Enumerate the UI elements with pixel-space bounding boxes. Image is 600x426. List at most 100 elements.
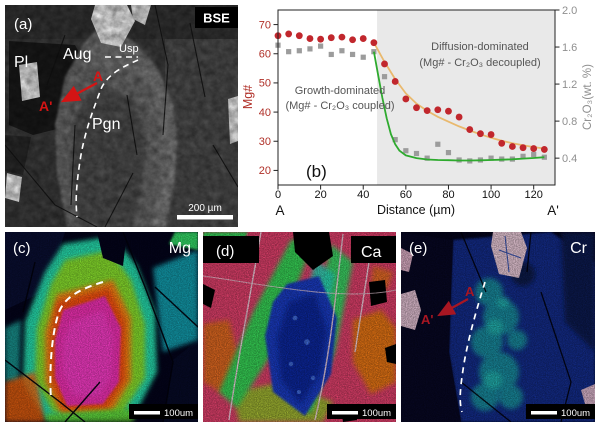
dashed-traverse-line (459, 281, 486, 413)
annotation-growth-line2: (Mg# - Cr₂O₃ coupled) (285, 100, 394, 112)
cr2o3-data-point (286, 49, 292, 55)
bse-badge-box (195, 7, 238, 28)
tick-label: 30 (259, 136, 271, 148)
tick-label: 0.8 (562, 116, 577, 128)
y-axis-label-right: Cr₂O₃(wt. %) (582, 64, 594, 130)
mg-data-point (285, 30, 293, 38)
bse-badge: BSE (203, 11, 230, 26)
cr2o3-data-point (392, 137, 398, 143)
traverse-arrow (60, 81, 98, 103)
traverse-arrow-e (437, 298, 469, 317)
ca-map-labels: (d) Ca 100um (203, 236, 396, 419)
tick-label: 60 (259, 49, 271, 61)
cr2o3-data-point (531, 151, 537, 158)
mineral-label-pgn: Pgn (92, 116, 120, 133)
mg-data-point (327, 34, 335, 42)
profile-start-label: A (275, 203, 284, 218)
panel-e-tag: (e) (409, 240, 427, 257)
cr2o3-data-point (488, 155, 494, 161)
tick-label: 100 (482, 189, 500, 201)
cr2o3-data-point (435, 141, 441, 147)
cr2o3-data-point (339, 48, 345, 54)
mg-data-point (359, 35, 367, 42)
panel-a-bse-image: (a) BSE Pl Aug Usp Pgn A A' 200 µm (4, 4, 239, 228)
mg-map-labels: (c) Mg 100um (13, 240, 198, 419)
cr2o3-data-point (445, 149, 452, 156)
mg-data-point (370, 39, 378, 47)
scale-bar-d (332, 411, 358, 415)
mg-data-point (295, 32, 303, 40)
cr2o3-data-point (360, 54, 366, 60)
annotation-diffusion-line1: Diffusion-dominated (431, 41, 529, 53)
cr2o3-data-point (424, 155, 430, 161)
profile-end-label: A' (547, 203, 559, 218)
tick-label: 60 (400, 189, 412, 201)
mg-data-point (445, 107, 452, 115)
scale-bar-text-c: 100um (164, 408, 193, 419)
mg-data-point (455, 113, 463, 121)
panel-d-tag-box (203, 236, 259, 263)
cr-map-art (401, 231, 595, 423)
cr2o3-data-point (520, 153, 526, 159)
mineral-label-aug: Aug (63, 46, 91, 63)
mg-data-point (402, 95, 410, 103)
tick-label: 40 (259, 107, 271, 119)
element-label-ca-box (351, 236, 396, 263)
tick-label: 20 (259, 165, 271, 177)
traverse-start-label: A (93, 68, 103, 84)
element-label-cr: Cr (570, 240, 588, 257)
bse-art (4, 4, 239, 228)
mg-data-point (508, 143, 516, 150)
mg-data-point (413, 104, 420, 112)
scale-bar-text-e: 100um (561, 408, 590, 419)
cr2o3-data-point (296, 48, 302, 54)
cr-map-labels: (e) Cr A A' 100um (409, 240, 595, 419)
mg-data-point (349, 36, 356, 44)
mg-data-point (519, 144, 527, 152)
plot-frame (277, 9, 556, 186)
tick-label: 20 (314, 189, 326, 201)
panel-c-mg-map: (c) Mg 100um (4, 231, 199, 423)
scale-bar-e (531, 411, 557, 415)
traverse-end-label-e: A' (421, 312, 433, 327)
scale-bar-box-d (327, 404, 396, 419)
mg-fit-curve (373, 42, 545, 150)
mg-data-point (381, 60, 388, 68)
panel-c-tag: (c) (13, 240, 31, 257)
cr2o3-data-point (328, 51, 334, 58)
mg-data-point (487, 131, 495, 138)
scale-bar-text-a: 200 µm (188, 203, 222, 214)
mg-data-point (498, 139, 506, 147)
mg-data-point (338, 33, 346, 41)
chart-plot-layer: 0 20 40 60 80 100 120 20 30 40 50 60 70 0.4 0.8 1.2 1.6 2… (259, 5, 578, 201)
scale-bar-a (177, 215, 233, 220)
element-label-ca: Ca (361, 244, 382, 261)
mg-data-point (530, 145, 538, 152)
tick-label: 1.2 (562, 79, 577, 91)
panel-d-ca-map: (d) Ca 100um (202, 231, 397, 422)
mg-data-point (434, 106, 442, 114)
mineral-label-pl: Pl (14, 54, 28, 71)
panel-b-chart: 0 20 40 60 80 100 120 20 30 40 50 60 70 0.4 0.8 1.2 1.6 2… (240, 0, 600, 226)
scale-bar-box-c (129, 404, 198, 419)
annotation-diffusion-line2: (Mg# - Cr₂O₃ decoupled) (419, 57, 540, 69)
cr2o3-data-point (371, 49, 377, 55)
cr2o3-data-point (381, 74, 388, 80)
tick-label: 70 (259, 19, 271, 31)
tick-label: 40 (357, 189, 369, 201)
tick-label: 2.0 (562, 5, 577, 17)
panel-e-cr-map: (e) Cr A A' 100um (401, 231, 595, 423)
panel-d-tag: (d) (216, 243, 234, 260)
mg-data-point (466, 126, 474, 133)
cr2o3-fit-curve (373, 51, 545, 162)
scale-bar-c (134, 411, 160, 415)
mineral-label-usp: Usp (119, 43, 139, 55)
mg-data-point (540, 146, 548, 153)
tick-label: 0.4 (562, 153, 577, 165)
mg-data-point (306, 35, 314, 42)
cr2o3-data-point (349, 51, 356, 58)
cr2o3-data-point (403, 148, 409, 154)
dashed-zone-boundary (75, 56, 139, 218)
tick-label: 120 (525, 189, 543, 201)
